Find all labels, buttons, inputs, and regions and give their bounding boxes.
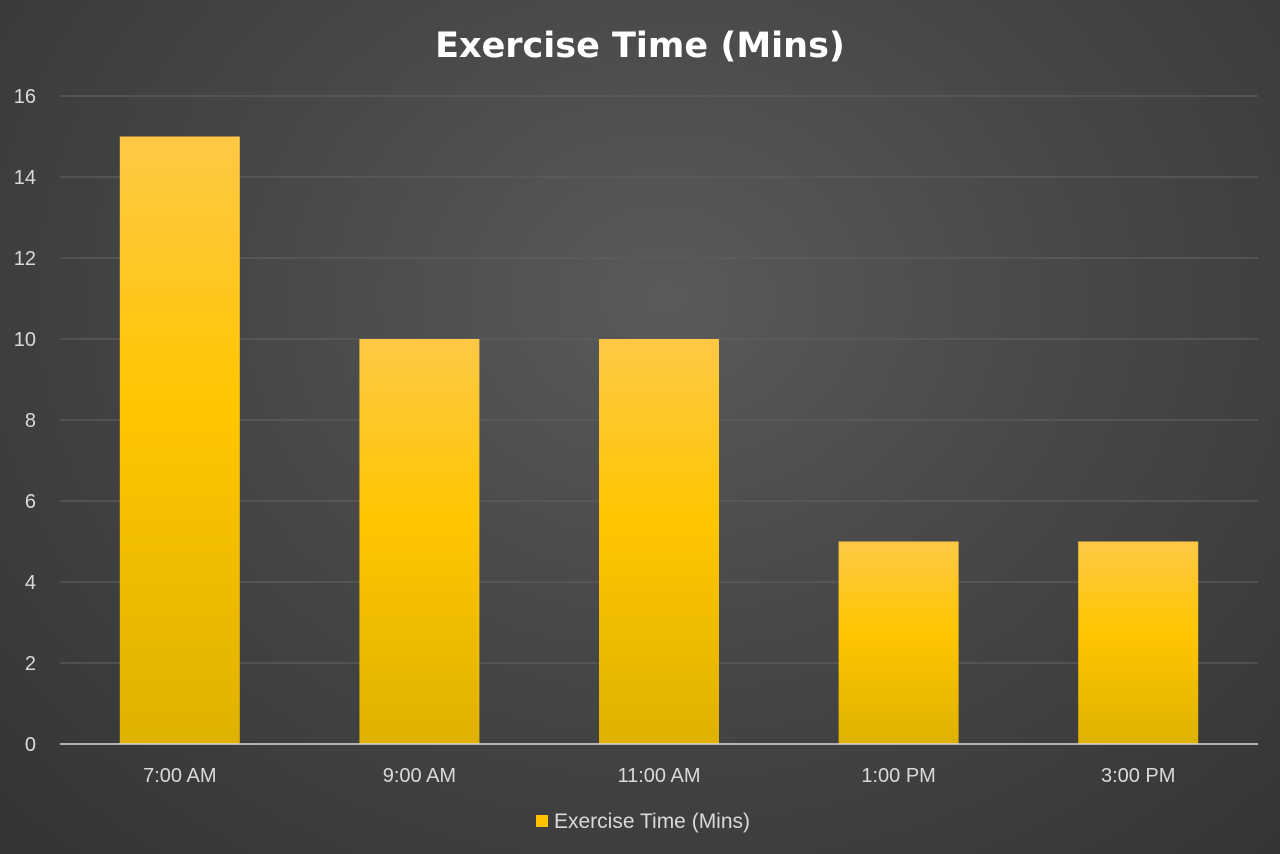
x-tick-label: 1:00 PM [861,765,935,787]
y-tick-label: 8 [25,410,36,432]
y-tick-label: 6 [25,491,36,513]
x-axis-ticks: 7:00 AM 9:00 AM 11:00 AM 1:00 PM 3:00 PM [143,765,1175,787]
legend: Exercise Time (Mins) [536,810,750,833]
y-tick-label: 4 [25,572,36,594]
x-tick-label: 7:00 AM [143,765,216,787]
bars [119,136,1199,744]
x-tick-label: 11:00 AM [617,765,700,787]
y-tick-label: 12 [14,248,36,270]
y-tick-label: 0 [25,734,36,756]
bar-1-00-pm [838,541,959,744]
bar-9-00-am [359,339,480,744]
y-tick-label: 16 [14,86,36,108]
bar-7-00-am [119,136,240,744]
legend-swatch [536,815,548,827]
x-tick-label: 9:00 AM [383,765,456,787]
bar-3-00-pm [1078,541,1199,744]
legend-label: Exercise Time (Mins) [554,810,750,833]
y-axis-ticks: 0 2 4 6 8 10 12 14 16 [14,86,36,756]
chart-title: Exercise Time (Mins) [435,26,845,66]
x-tick-label: 3:00 PM [1101,765,1175,787]
bar-11-00-am [599,339,719,744]
y-tick-label: 2 [25,653,36,675]
y-tick-label: 10 [14,329,36,351]
y-tick-label: 14 [14,167,36,189]
